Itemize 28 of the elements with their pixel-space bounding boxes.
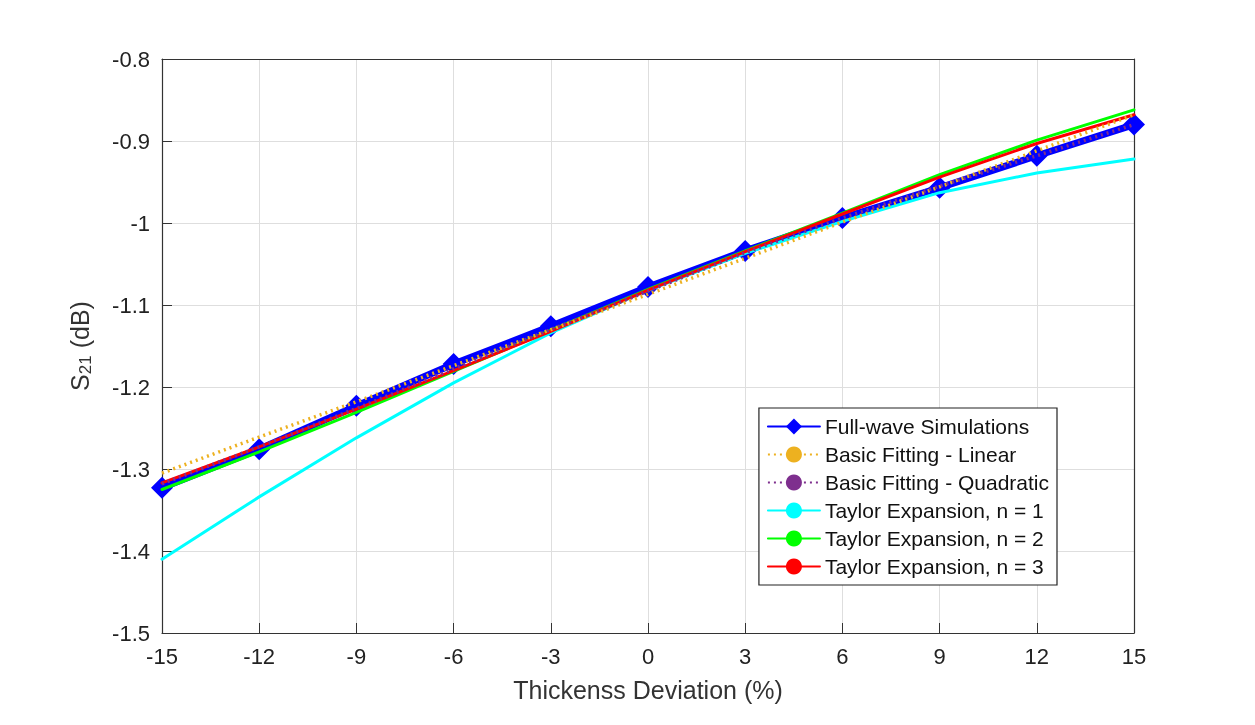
x-axis-title: Thickenss Deviation (%) [513, 675, 783, 704]
x-tick-label: 6 [836, 643, 849, 669]
x-tick-label: 9 [933, 643, 946, 669]
y-tick-label: -1.5 [112, 620, 150, 646]
x-tick-label: 15 [1121, 643, 1147, 669]
x-tick-label: 3 [739, 643, 752, 669]
x-tick-label: 12 [1024, 643, 1050, 669]
x-tick-label: -6 [443, 643, 464, 669]
y-tick-label: -0.8 [112, 46, 150, 72]
x-tick-label: -12 [243, 643, 276, 669]
legend-label: Taylor Expansion, n = 1 [824, 499, 1044, 522]
legend-label: Basic Fitting - Linear [824, 443, 1017, 466]
legend-label: Basic Fitting - Quadratic [824, 471, 1050, 494]
y-tick-label: -1.1 [112, 292, 150, 318]
x-tick-label: -15 [146, 643, 178, 669]
x-tick-label: -3 [541, 643, 561, 669]
x-tick-label: -9 [346, 643, 367, 669]
y-tick-label: -1.2 [112, 374, 150, 400]
legend-label: Full-wave Simulations [824, 415, 1030, 438]
y-tick-label: -1.4 [112, 538, 150, 564]
legend-label: Taylor Expansion, n = 3 [824, 555, 1044, 578]
y-tick-label: -0.9 [112, 128, 150, 154]
x-tick-label: 0 [641, 643, 655, 669]
y-tick-label: -1 [130, 210, 150, 236]
y-axis-title: S21 (dB) [65, 301, 95, 391]
legend-label: Taylor Expansion, n = 2 [824, 527, 1044, 550]
point [1123, 113, 1145, 136]
y-tick-label: -1.3 [112, 456, 150, 482]
